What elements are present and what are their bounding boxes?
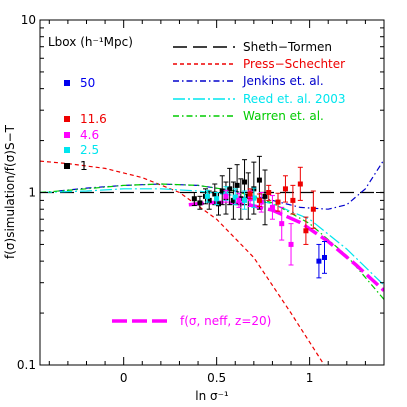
data-point xyxy=(266,190,272,195)
data-point xyxy=(227,186,233,192)
data-point xyxy=(191,196,197,202)
data-point xyxy=(232,194,238,200)
box-legend-label: 11.6 xyxy=(80,112,107,126)
data-point xyxy=(197,200,203,206)
y-axis-title: f(σ)simulation/f(σ)S−T xyxy=(3,124,17,259)
box-legend-label: 50 xyxy=(80,76,95,90)
curve-f-neff-z-20- xyxy=(188,200,384,292)
data-point xyxy=(236,197,242,203)
data-point xyxy=(321,254,327,260)
data-point xyxy=(206,197,212,203)
box-legend: 50 11.6 4.62.5 1 xyxy=(64,76,107,173)
data-point xyxy=(242,179,248,185)
box-legend-swatch xyxy=(64,80,70,86)
bottom-legend-label: f(σ, neff, z=20) xyxy=(180,314,271,328)
data-point xyxy=(234,182,240,188)
box-legend-swatch xyxy=(64,132,70,138)
data-point xyxy=(290,197,296,203)
model-curves xyxy=(40,159,384,365)
data-point xyxy=(242,197,248,203)
data-point xyxy=(288,241,294,247)
legend-label: Warren et. al. xyxy=(243,109,324,123)
box-legend-swatch xyxy=(64,163,70,169)
y-tick-label: 10 xyxy=(21,13,36,27)
data-point xyxy=(282,186,288,192)
data-point xyxy=(256,177,262,183)
y-tick-label: 0.1 xyxy=(17,358,36,372)
x-axis-title: ln σ⁻¹ xyxy=(195,389,229,403)
box-legend-swatch xyxy=(64,116,70,122)
curve-press-schechter xyxy=(40,160,325,365)
data-point xyxy=(223,193,229,199)
x-tick-label: 0.5 xyxy=(207,371,226,385)
data-point xyxy=(310,206,316,212)
legend-label: Sheth−Tormen xyxy=(243,40,332,54)
legend-label: Press−Schechter xyxy=(243,57,345,71)
data-point xyxy=(212,191,218,197)
y-tick-label: 1 xyxy=(28,186,36,200)
data-point xyxy=(247,191,253,197)
data-point xyxy=(256,197,262,203)
model-legend: Sheth−Tormen Press−Schechter Jenkins et. a… xyxy=(173,40,346,123)
legend-label: Reed et. al. 2003 xyxy=(243,92,346,106)
box-legend-swatch xyxy=(64,147,70,153)
axes: 0 0.5 1 0.1 1 10 xyxy=(17,13,385,385)
x-tick-label: 0 xyxy=(120,371,128,385)
data-point xyxy=(316,258,322,264)
data-point xyxy=(219,188,225,194)
legend-label: Jenkins et. al. xyxy=(242,74,324,88)
data-point xyxy=(216,201,222,207)
data-point xyxy=(230,197,236,203)
data-point xyxy=(251,195,257,201)
data-point xyxy=(297,181,303,187)
box-legend-label: 4.6 xyxy=(80,128,99,142)
data-point xyxy=(279,221,285,227)
data-point xyxy=(204,193,210,199)
data-point xyxy=(269,204,275,210)
data-point xyxy=(262,193,268,199)
box-legend-label: 2.5 xyxy=(80,143,99,157)
x-tick-label: 1 xyxy=(306,371,314,385)
data-point xyxy=(303,228,309,234)
simulation-points xyxy=(191,155,327,279)
box-legend-label: 1 xyxy=(80,159,88,173)
data-point xyxy=(214,196,220,202)
box-legend-title: Lbox (h⁻¹Mpc) xyxy=(48,35,133,49)
data-point xyxy=(275,199,281,205)
